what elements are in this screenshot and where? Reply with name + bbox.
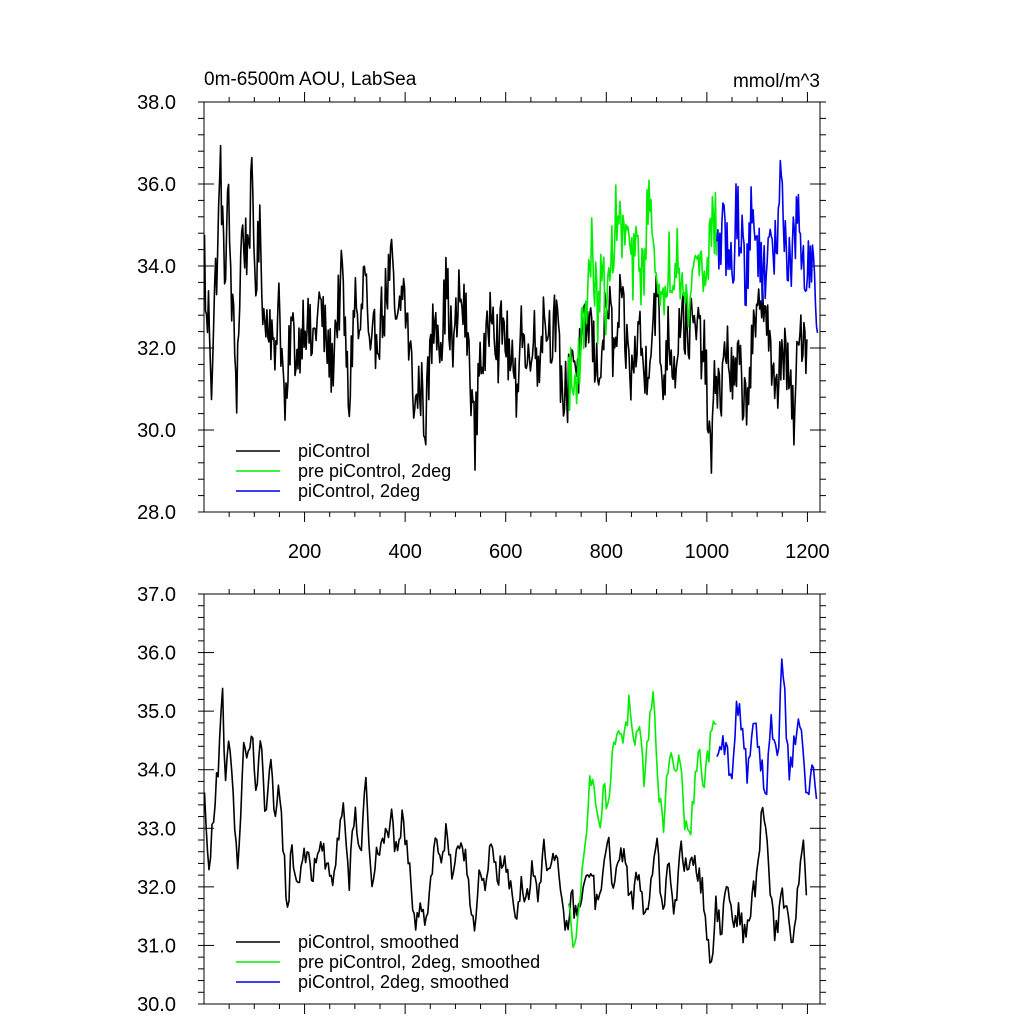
top-plot-frame bbox=[203, 101, 821, 513]
series-line-2 bbox=[567, 690, 717, 949]
bottom-ticks: 30.0 31.0 32.0 33.0 34.0 35.0 36.0 37.0 bbox=[137, 584, 826, 1016]
series-line-3 bbox=[716, 658, 818, 800]
legend-label-2: pre piControl, 2deg bbox=[298, 461, 451, 481]
y-tick-label: 30.0 bbox=[137, 420, 176, 442]
y-tick-label: 30.0 bbox=[137, 994, 176, 1016]
bottom-series bbox=[203, 658, 818, 964]
legend-label-3: piControl, 2deg, smoothed bbox=[298, 972, 509, 992]
y-tick-label: 36.0 bbox=[137, 174, 176, 196]
series-line-1 bbox=[203, 687, 808, 964]
bottom-panel: 30.0 31.0 32.0 33.0 34.0 35.0 36.0 37.0 piContr… bbox=[137, 584, 826, 1016]
legend-label-1: piControl bbox=[298, 441, 370, 461]
panel-title-units: mmol/m^3 bbox=[733, 71, 820, 92]
x-tick-label: 600 bbox=[489, 541, 522, 563]
legend-label-1: piControl, smoothed bbox=[298, 932, 459, 952]
y-tick-label: 28.0 bbox=[137, 502, 176, 524]
y-tick-label: 33.0 bbox=[137, 818, 176, 840]
x-tick-label: 400 bbox=[388, 541, 421, 563]
panel-title-left: 0m-6500m AOU, LabSea bbox=[204, 69, 417, 90]
y-tick-label: 32.0 bbox=[137, 338, 176, 360]
x-tick-label: 1000 bbox=[685, 541, 730, 563]
series-line-3 bbox=[716, 159, 819, 334]
y-tick-label: 32.0 bbox=[137, 877, 176, 899]
y-tick-label: 34.0 bbox=[137, 760, 176, 782]
top-series bbox=[203, 144, 819, 474]
x-tick-label: 800 bbox=[590, 541, 623, 563]
series-line-2 bbox=[567, 179, 718, 412]
bottom-plot-frame bbox=[203, 593, 821, 1005]
x-tick-label: 200 bbox=[288, 541, 321, 563]
top-ticks: 28.0 30.0 32.0 34.0 36.0 38.0 200 400 600 800 1000… bbox=[137, 92, 830, 563]
series-line-1 bbox=[203, 144, 808, 474]
x-tick-label: 1200 bbox=[785, 541, 830, 563]
y-tick-label: 34.0 bbox=[137, 256, 176, 278]
y-tick-label: 37.0 bbox=[137, 584, 176, 606]
legend-label-2: pre piControl, 2deg, smoothed bbox=[298, 952, 540, 972]
top-panel: 0m-6500m AOU, LabSea mmol/m^3 28.0 30.0 32… bbox=[137, 69, 830, 563]
y-tick-label: 35.0 bbox=[137, 701, 176, 723]
y-tick-label: 36.0 bbox=[137, 643, 176, 665]
y-tick-label: 38.0 bbox=[137, 92, 176, 114]
legend-label-3: piControl, 2deg bbox=[298, 481, 420, 501]
y-tick-label: 31.0 bbox=[137, 935, 176, 957]
